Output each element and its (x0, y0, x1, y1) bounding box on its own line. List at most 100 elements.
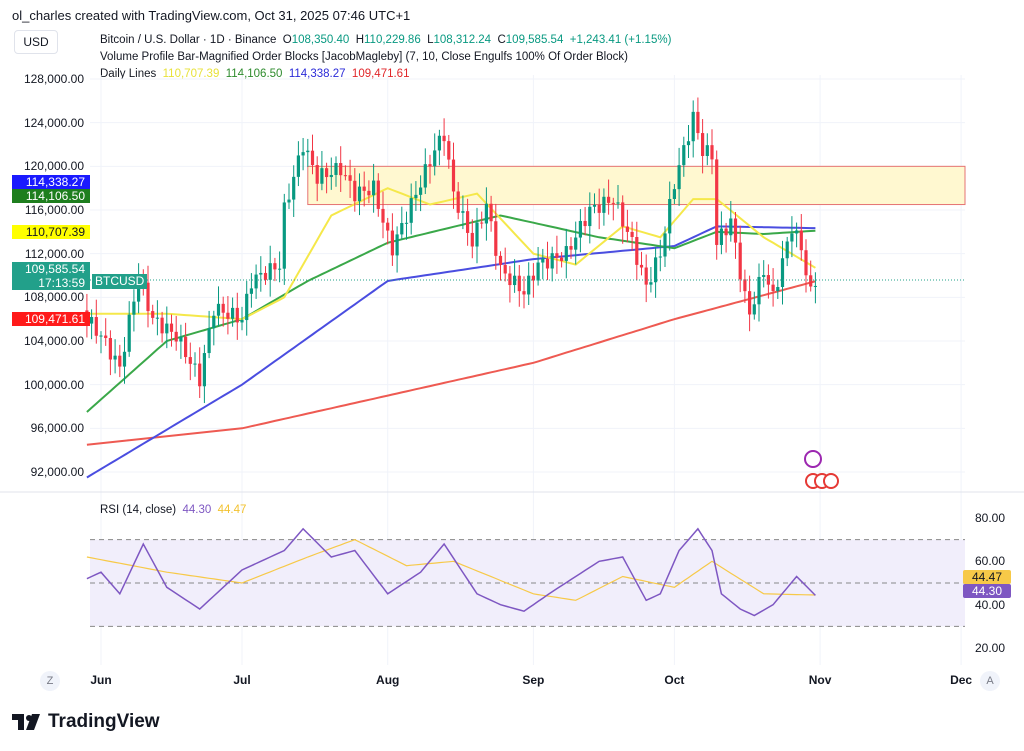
candle-body (654, 257, 658, 283)
candle-body (231, 307, 235, 319)
candle-body (137, 278, 141, 302)
price-tick-label: 96,000.00 (30, 421, 84, 436)
candle-body (108, 338, 112, 360)
candle-body (339, 163, 343, 176)
rsi-tick-label: 20.00 (975, 641, 1006, 655)
time-axis-label: Dec (950, 673, 973, 687)
candle-body (259, 272, 263, 275)
price-tick-label: 120,000.00 (23, 159, 84, 174)
candle-body (592, 204, 597, 207)
candle-body (578, 220, 582, 238)
candle-body (198, 363, 202, 387)
low-label: L (427, 34, 434, 46)
daily-lines-legend[interactable]: Daily Lines 110,707.39 114,106.50 114,33… (100, 68, 409, 80)
candle-body (216, 303, 221, 316)
auto-scale-button[interactable]: A (980, 671, 1000, 691)
sma-red-line (86, 280, 816, 446)
candle-body (602, 196, 606, 213)
price-tick-label: 116,000.00 (24, 203, 84, 217)
candle-body (310, 150, 315, 166)
yellow-line-tag: 110,707.39 (12, 225, 90, 239)
candle-body (423, 164, 427, 188)
time-axis-label: Jun (90, 673, 112, 687)
time-axis-label: Aug (376, 673, 400, 687)
candle-body (560, 257, 564, 261)
candle-body (527, 275, 531, 295)
tradingview-logo-icon (12, 714, 40, 730)
candle-body (235, 307, 239, 323)
currency-button[interactable]: USD (14, 30, 58, 54)
candle-body (451, 159, 456, 192)
candle-body (470, 232, 474, 247)
candle-body (193, 363, 197, 365)
candle-body (484, 203, 488, 224)
time-axis-label: Sep (522, 673, 545, 687)
candle-body (301, 152, 305, 156)
candle-body (456, 191, 460, 213)
candle-body (263, 272, 268, 280)
credit-text: ol_charles created with TradingView.com,… (12, 8, 411, 23)
candle-body (799, 230, 803, 251)
candle-body (691, 111, 695, 142)
green-line-tag: 114,106.50 (12, 189, 90, 203)
candle-body (320, 168, 324, 184)
price-tick-label: 100,000.00 (23, 377, 84, 392)
candle-body (226, 312, 230, 319)
candle-body (184, 336, 188, 358)
candle-body (611, 202, 615, 204)
candle-body (404, 222, 409, 224)
candle-body (381, 208, 385, 223)
candle-body (188, 357, 192, 364)
candle-body (146, 282, 150, 312)
candle-body (104, 335, 108, 339)
candle-body (658, 256, 662, 258)
candle-body (362, 186, 366, 191)
rsi-tick-label: 80.00 (975, 511, 1006, 525)
time-axis-label: Jul (233, 673, 251, 687)
candle-body (498, 255, 503, 265)
daily-line-3: 114,338.27 (288, 68, 346, 80)
candle-body (165, 323, 169, 334)
candle-body (414, 194, 418, 199)
open-value: 108,350.40 (291, 34, 350, 46)
last-price: 109,585.54 (24, 262, 85, 276)
daily-line-4: 109,471.61 (351, 68, 410, 80)
rsi-legend[interactable]: RSI (14, close) 44.30 44.47 (100, 504, 246, 516)
candle-body (724, 228, 728, 236)
candle-body (513, 275, 517, 286)
candle-body (574, 237, 578, 250)
candle-body (99, 335, 103, 337)
candle-body (94, 317, 98, 336)
price-chart[interactable] (0, 0, 1024, 700)
candle-body (668, 198, 672, 234)
candle-body (607, 196, 611, 203)
change-value: +1,243.41 (+1.15%) (569, 34, 672, 46)
candle-body (625, 226, 629, 232)
candle-body (254, 274, 258, 289)
candle-body (376, 180, 380, 209)
candle-body (325, 168, 329, 178)
candle-body (701, 133, 705, 156)
rsi-ma-value: 44.47 (217, 504, 247, 516)
indicator-legend[interactable]: Volume Profile Bar-Magnified Order Block… (100, 51, 628, 63)
candle-body (113, 355, 117, 360)
timezone-z-button[interactable]: Z (40, 671, 60, 691)
candle-body (776, 287, 780, 292)
candle-body (348, 175, 352, 181)
candle-body (372, 180, 376, 196)
candle-body (569, 246, 573, 250)
sma-green-line (86, 214, 816, 413)
candle-body (334, 163, 338, 175)
candle-body (315, 165, 319, 184)
candle-body (160, 317, 164, 334)
rsi-title: RSI (14, close) (100, 504, 177, 516)
candle-body (480, 222, 484, 224)
high-label: H (355, 34, 365, 46)
candle-body (353, 180, 357, 202)
candle-body (738, 242, 742, 280)
candle-body (616, 202, 620, 204)
candle-body (367, 190, 371, 196)
high-value: 110,229.86 (364, 34, 421, 46)
candle-body (447, 141, 451, 160)
candle-body (212, 315, 216, 329)
